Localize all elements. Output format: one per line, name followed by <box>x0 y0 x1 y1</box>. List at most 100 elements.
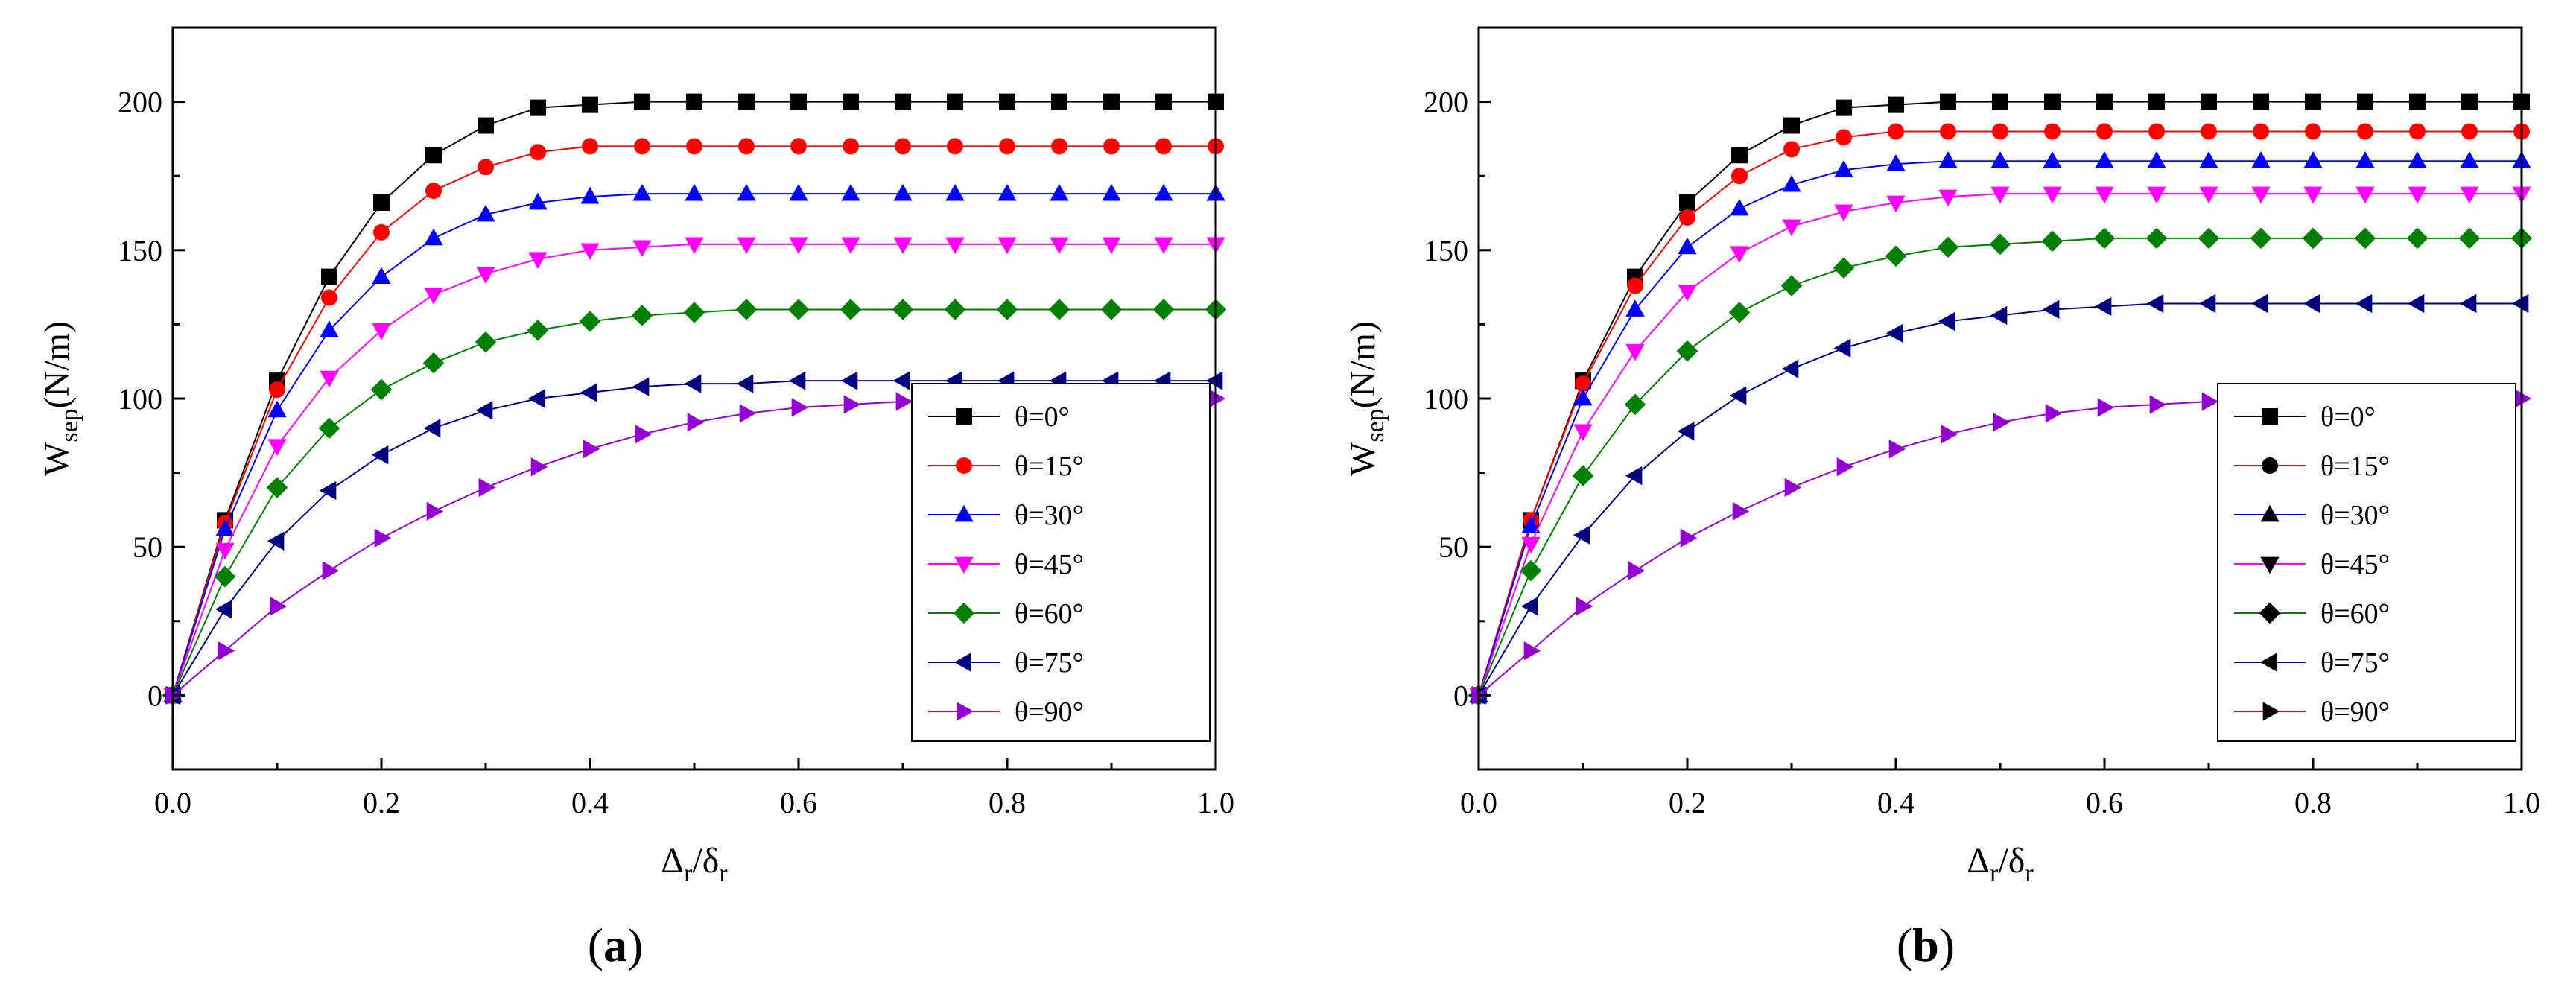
data-point <box>1992 93 2008 110</box>
data-point <box>321 268 337 285</box>
data-point <box>684 374 702 393</box>
data-point <box>2357 93 2373 110</box>
legend: θ=0° θ=15° θ=30° θ=45° θ=60° θ=75° θ=90° <box>2217 383 2516 742</box>
data-point <box>1836 99 1852 116</box>
data-point <box>2250 294 2268 314</box>
data-point <box>1576 597 1593 616</box>
data-point <box>2303 186 2323 204</box>
data-point <box>371 445 389 465</box>
data-point <box>895 392 913 411</box>
data-point <box>2097 398 2115 417</box>
data-point <box>2044 93 2061 110</box>
data-point <box>790 138 807 155</box>
data-point <box>2096 93 2113 110</box>
data-point <box>2303 151 2323 168</box>
data-point <box>1155 138 1172 155</box>
data-point <box>2408 151 2427 168</box>
x-tick-label: 0.6 <box>2086 786 2123 819</box>
data-point <box>422 352 445 374</box>
legend-label: θ=45° <box>2320 549 2390 580</box>
x-tick-label: 0.4 <box>1877 786 1914 819</box>
panel-label-part: a <box>603 919 627 971</box>
data-point <box>635 425 653 444</box>
data-point <box>2460 186 2479 204</box>
data-point <box>634 93 650 110</box>
legend-marker <box>954 653 971 672</box>
x-axis-title-part: r <box>1990 860 1999 887</box>
data-point <box>736 374 754 393</box>
legend-label: θ=15° <box>2320 451 2390 482</box>
data-point <box>895 138 911 155</box>
data-point <box>475 401 493 420</box>
data-point <box>373 223 390 241</box>
data-point <box>841 237 860 255</box>
x-axis-title: Δr/δr <box>1967 841 2034 887</box>
data-point <box>789 237 808 255</box>
data-point <box>1677 422 1695 441</box>
series-5 <box>1468 294 2529 705</box>
data-point <box>632 377 650 396</box>
data-point <box>1730 246 1749 263</box>
data-point <box>840 371 858 390</box>
data-point <box>893 237 913 255</box>
data-point <box>1940 123 1956 140</box>
data-point <box>582 96 598 113</box>
y-axis-title: Wsep(N/m) <box>37 321 83 476</box>
series-2 <box>1469 151 2531 702</box>
x-axis-title-part: r <box>719 860 728 887</box>
panel-label-part: ) <box>627 919 643 971</box>
data-point <box>1781 359 1799 378</box>
series-2 <box>163 183 1225 702</box>
data-point <box>1154 183 1173 201</box>
data-point <box>1937 236 1959 258</box>
x-tick-label: 1.0 <box>2503 786 2540 819</box>
data-point <box>2305 123 2321 140</box>
data-point <box>266 477 288 498</box>
data-point <box>320 370 339 388</box>
x-axis-title: Δr/δr <box>661 841 728 887</box>
data-point <box>687 413 705 432</box>
data-point <box>2302 227 2324 250</box>
data-point <box>321 289 337 306</box>
data-point <box>997 237 1017 255</box>
panel-label-part: ( <box>588 919 603 971</box>
data-point <box>1676 340 1698 362</box>
data-point <box>893 183 913 201</box>
data-point <box>1783 117 1800 134</box>
y-tick-label: 100 <box>118 382 162 416</box>
data-point <box>1992 123 2008 140</box>
data-point <box>999 138 1015 155</box>
data-point <box>2251 186 2271 204</box>
y-tick-label: 0 <box>1453 679 1468 712</box>
data-point <box>2511 294 2529 314</box>
data-point <box>2145 227 2168 250</box>
data-point <box>1102 183 1121 201</box>
data-point <box>2305 93 2321 110</box>
data-point <box>1520 559 1542 582</box>
data-point <box>270 597 288 616</box>
data-point <box>2043 186 2062 204</box>
x-axis-title-part: Δ <box>661 841 684 881</box>
data-point <box>319 480 337 501</box>
data-point <box>2149 395 2167 414</box>
data-point <box>739 404 757 423</box>
data-point <box>944 299 966 320</box>
series-3 <box>1469 186 2531 705</box>
data-point <box>2045 404 2063 423</box>
data-point <box>1886 195 1906 213</box>
data-point <box>632 183 652 201</box>
x-axis-title-part: Δ <box>1967 841 1990 881</box>
data-point <box>2199 151 2218 168</box>
data-point <box>1155 93 1172 110</box>
y-tick-label: 150 <box>118 234 162 267</box>
data-point <box>1679 209 1695 226</box>
data-point <box>1103 93 1120 110</box>
data-point <box>1732 501 1750 521</box>
data-point <box>892 371 910 390</box>
data-point <box>2146 294 2164 314</box>
data-point <box>2044 123 2061 140</box>
data-point <box>530 457 548 477</box>
legend-marker <box>2259 653 2277 672</box>
data-point <box>372 323 391 340</box>
data-point <box>1520 597 1538 616</box>
